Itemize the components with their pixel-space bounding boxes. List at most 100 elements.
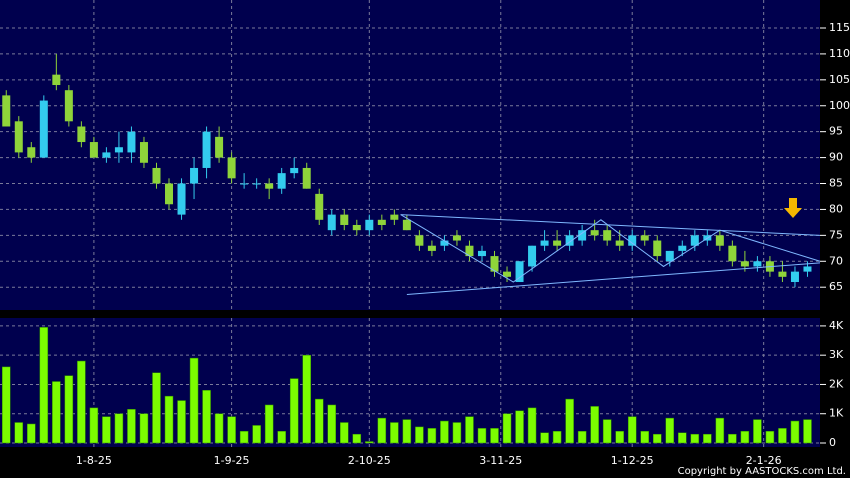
volume-bar xyxy=(227,416,236,444)
volume-bar xyxy=(202,390,211,444)
candle-body xyxy=(277,173,286,189)
y-tick-label: 105 xyxy=(829,73,850,86)
volume-bar xyxy=(640,431,649,444)
candle-body xyxy=(728,245,737,262)
candle-body xyxy=(64,90,73,122)
candle-body xyxy=(465,245,474,257)
candle-body xyxy=(127,131,136,153)
volume-bar xyxy=(239,431,249,444)
candle-body xyxy=(340,214,349,225)
volume-bar xyxy=(540,432,549,444)
candle-body xyxy=(603,230,612,241)
candle-body xyxy=(503,271,512,277)
candle-body xyxy=(139,142,148,163)
candle-body xyxy=(215,136,224,158)
volume-bar xyxy=(189,357,199,444)
volume-bar xyxy=(402,419,412,444)
volume-bar xyxy=(177,400,186,444)
candle-body xyxy=(315,193,324,220)
candle-body xyxy=(578,230,587,241)
y-tick-label: 1K xyxy=(829,407,844,420)
volume-bar xyxy=(264,404,274,444)
volume-bar xyxy=(164,395,174,444)
volume-bar xyxy=(102,416,111,444)
x-tick-label: 1-12-25 xyxy=(611,454,654,467)
volume-bar xyxy=(653,433,662,444)
volume-bar xyxy=(27,423,36,444)
volume-bar xyxy=(765,431,775,444)
volume-bar xyxy=(314,398,324,444)
candle-body xyxy=(177,183,186,215)
volume-bar xyxy=(452,422,462,444)
volume-bar xyxy=(602,419,612,444)
volume-bar xyxy=(477,428,487,444)
volume-bar xyxy=(690,433,700,444)
candle-body xyxy=(290,167,299,174)
candle-body xyxy=(778,271,787,277)
candle-body xyxy=(565,235,574,246)
candle-body xyxy=(803,266,812,272)
volume-bar xyxy=(728,433,737,444)
volume-bar xyxy=(803,419,812,444)
candle-body xyxy=(365,219,374,231)
candle-body xyxy=(490,256,499,272)
candle-body xyxy=(615,240,624,246)
candle-body xyxy=(715,235,724,246)
volume-bar xyxy=(214,413,224,444)
candle-body xyxy=(265,183,274,189)
candle-body xyxy=(390,214,399,220)
volume-bar xyxy=(289,378,299,444)
volume-bar xyxy=(527,407,537,444)
volume-bar xyxy=(440,420,449,444)
volume-bar xyxy=(64,375,74,444)
candle-body xyxy=(665,250,674,262)
volume-bar xyxy=(127,409,136,444)
candle-body xyxy=(102,152,111,158)
candle-body xyxy=(240,183,249,185)
y-tick-label: 0 xyxy=(829,436,836,449)
y-tick-label: 4K xyxy=(829,319,844,332)
volume-bar xyxy=(252,425,261,444)
candle-body xyxy=(27,147,36,158)
volume-bar xyxy=(502,413,512,444)
volume-bar xyxy=(577,431,587,444)
candle-body xyxy=(740,261,749,267)
copyright: Copyright by AASTOCKS.com Ltd. xyxy=(678,466,846,477)
volume-bar xyxy=(552,431,562,444)
volume-bar xyxy=(52,381,61,444)
candle-body xyxy=(14,121,23,153)
candle-body xyxy=(327,214,336,231)
candle-body xyxy=(653,240,662,257)
volume-bar xyxy=(352,433,362,444)
volume-bar xyxy=(14,422,24,444)
volume-bar xyxy=(377,417,387,444)
volume-bar xyxy=(139,413,149,444)
volume-bar xyxy=(365,441,374,444)
candle-body xyxy=(690,235,699,246)
y-tick-label: 85 xyxy=(829,177,843,190)
candle-body xyxy=(640,235,649,241)
volume-bar xyxy=(778,428,787,444)
y-tick-label: 110 xyxy=(829,47,850,60)
candle-body xyxy=(165,183,174,205)
arrow-marker xyxy=(784,198,802,218)
candle-body xyxy=(553,240,562,246)
volume-bar xyxy=(665,417,675,444)
candle-body xyxy=(190,167,199,184)
candle-body xyxy=(302,167,311,189)
candle-body xyxy=(540,240,549,246)
volume-bar xyxy=(114,413,124,444)
y-tick-label: 2K xyxy=(829,377,844,390)
volume-bar xyxy=(152,372,161,444)
trendline xyxy=(400,214,821,283)
candle-body xyxy=(753,261,762,267)
y-tick-label: 90 xyxy=(829,151,843,164)
volume-bar xyxy=(390,422,399,444)
volume-bar xyxy=(465,416,474,444)
candle-body xyxy=(790,271,799,283)
candle-body xyxy=(77,126,86,143)
volume-bar xyxy=(515,410,524,444)
candle-body xyxy=(2,95,11,127)
candle-body xyxy=(114,147,123,153)
